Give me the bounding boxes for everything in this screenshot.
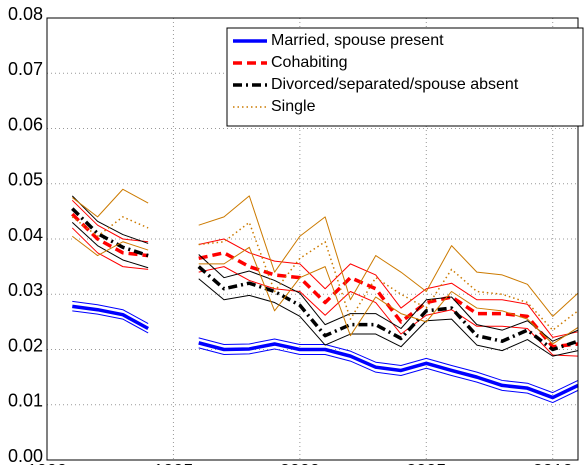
- y-tick-label: 0.07: [8, 59, 43, 79]
- y-tick-label: 0.08: [8, 4, 43, 24]
- band-upper-line: [71, 188, 579, 317]
- x-tick-label: 2000: [280, 461, 320, 465]
- axes-box: [46, 17, 579, 461]
- y-tick-label: 0.04: [8, 225, 43, 245]
- series-line: [71, 216, 579, 331]
- legend-label: Single: [271, 98, 316, 115]
- x-tick-label: 2010: [533, 461, 573, 465]
- band-lower-line: [71, 235, 579, 345]
- band-upper-line: [72, 300, 579, 394]
- y-tick-label: 0.05: [8, 170, 43, 190]
- legend-box: [226, 27, 584, 127]
- band-upper-line: [71, 195, 579, 342]
- y-tick-label: 0.01: [8, 391, 43, 411]
- series-line: [72, 304, 579, 400]
- legend-label: Cohabiting: [271, 54, 348, 71]
- y-tick-label: 0.03: [8, 280, 43, 300]
- band-lower-line: [71, 227, 579, 357]
- band-lower-line: [72, 310, 579, 404]
- band-upper-line: [71, 199, 579, 338]
- x-tick-label: 2005: [406, 461, 446, 465]
- legend-label: Divorced/separated/spouse absent: [271, 76, 519, 93]
- legend-label: Married, spouse present: [271, 32, 444, 49]
- band-lower-line: [71, 222, 579, 357]
- x-tick-label: 1990: [27, 461, 67, 465]
- legend: Married, spouse present Cohabiting Divorce…: [226, 27, 584, 127]
- y-tick-label: 0.02: [8, 335, 43, 355]
- y-tick-label: 0.00: [8, 446, 43, 465]
- series-line: [71, 207, 579, 352]
- y-tick-label: 0.06: [8, 114, 43, 134]
- x-tick-label: 1995: [153, 461, 193, 465]
